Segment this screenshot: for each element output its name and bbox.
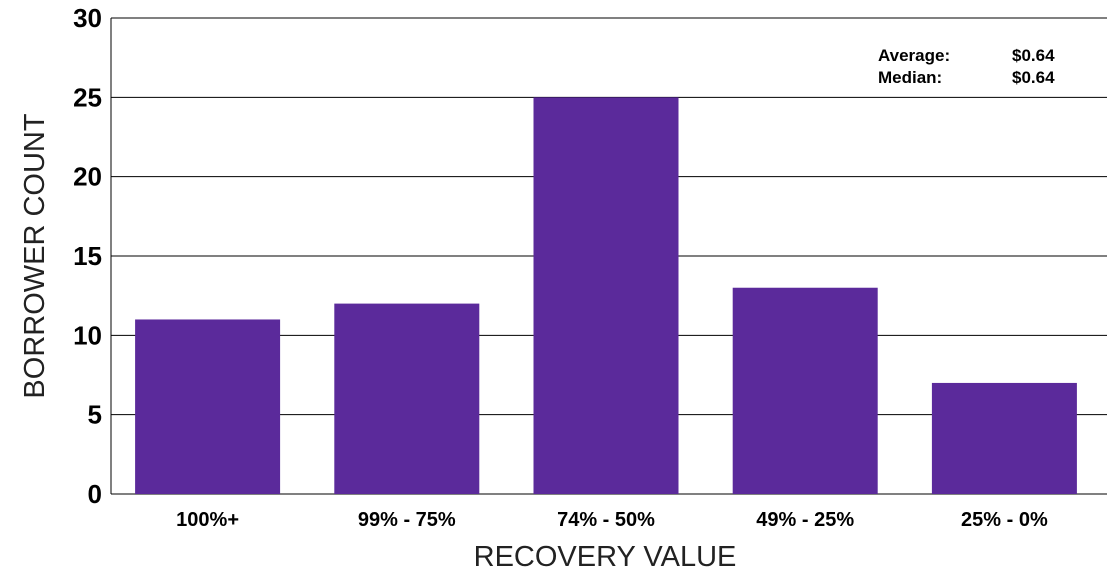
y-tick-label: 0: [88, 479, 102, 509]
bar: [533, 97, 679, 494]
bars: [135, 97, 1077, 494]
stat-value: $0.64: [1012, 46, 1055, 65]
x-tick-label: 74% - 50%: [557, 509, 655, 531]
y-tick-label: 20: [73, 162, 102, 192]
y-tick-label: 25: [73, 82, 102, 112]
bar: [732, 287, 878, 494]
bar: [334, 303, 480, 494]
x-tick-labels: 100%+ 99% - 75% 74% - 50% 49% - 25% 25% - 0%: [176, 509, 1048, 531]
stat-label: Median:: [878, 68, 942, 87]
y-tick-label: 5: [88, 400, 102, 430]
x-tick-label: 99% - 75%: [358, 509, 456, 531]
stat-label: Average:: [878, 46, 950, 65]
stats-box: Average: $0.64 Median: $0.64: [878, 46, 1055, 87]
x-tick-label: 25% - 0%: [961, 509, 1048, 531]
y-axis-title: BORROWER COUNT: [19, 113, 51, 398]
x-tick-label: 49% - 25%: [756, 509, 854, 531]
y-tick-label: 15: [73, 241, 102, 271]
bar: [931, 382, 1077, 494]
x-axis-title: RECOVERY VALUE: [474, 541, 737, 571]
y-tick-label: 30: [73, 3, 102, 33]
stat-value: $0.64: [1012, 68, 1055, 87]
x-tick-label: 100%+: [176, 509, 239, 531]
bar: [135, 319, 281, 494]
y-tick-label: 10: [73, 320, 102, 350]
y-tick-labels: 0 5 10 15 20 25 30: [73, 3, 102, 509]
